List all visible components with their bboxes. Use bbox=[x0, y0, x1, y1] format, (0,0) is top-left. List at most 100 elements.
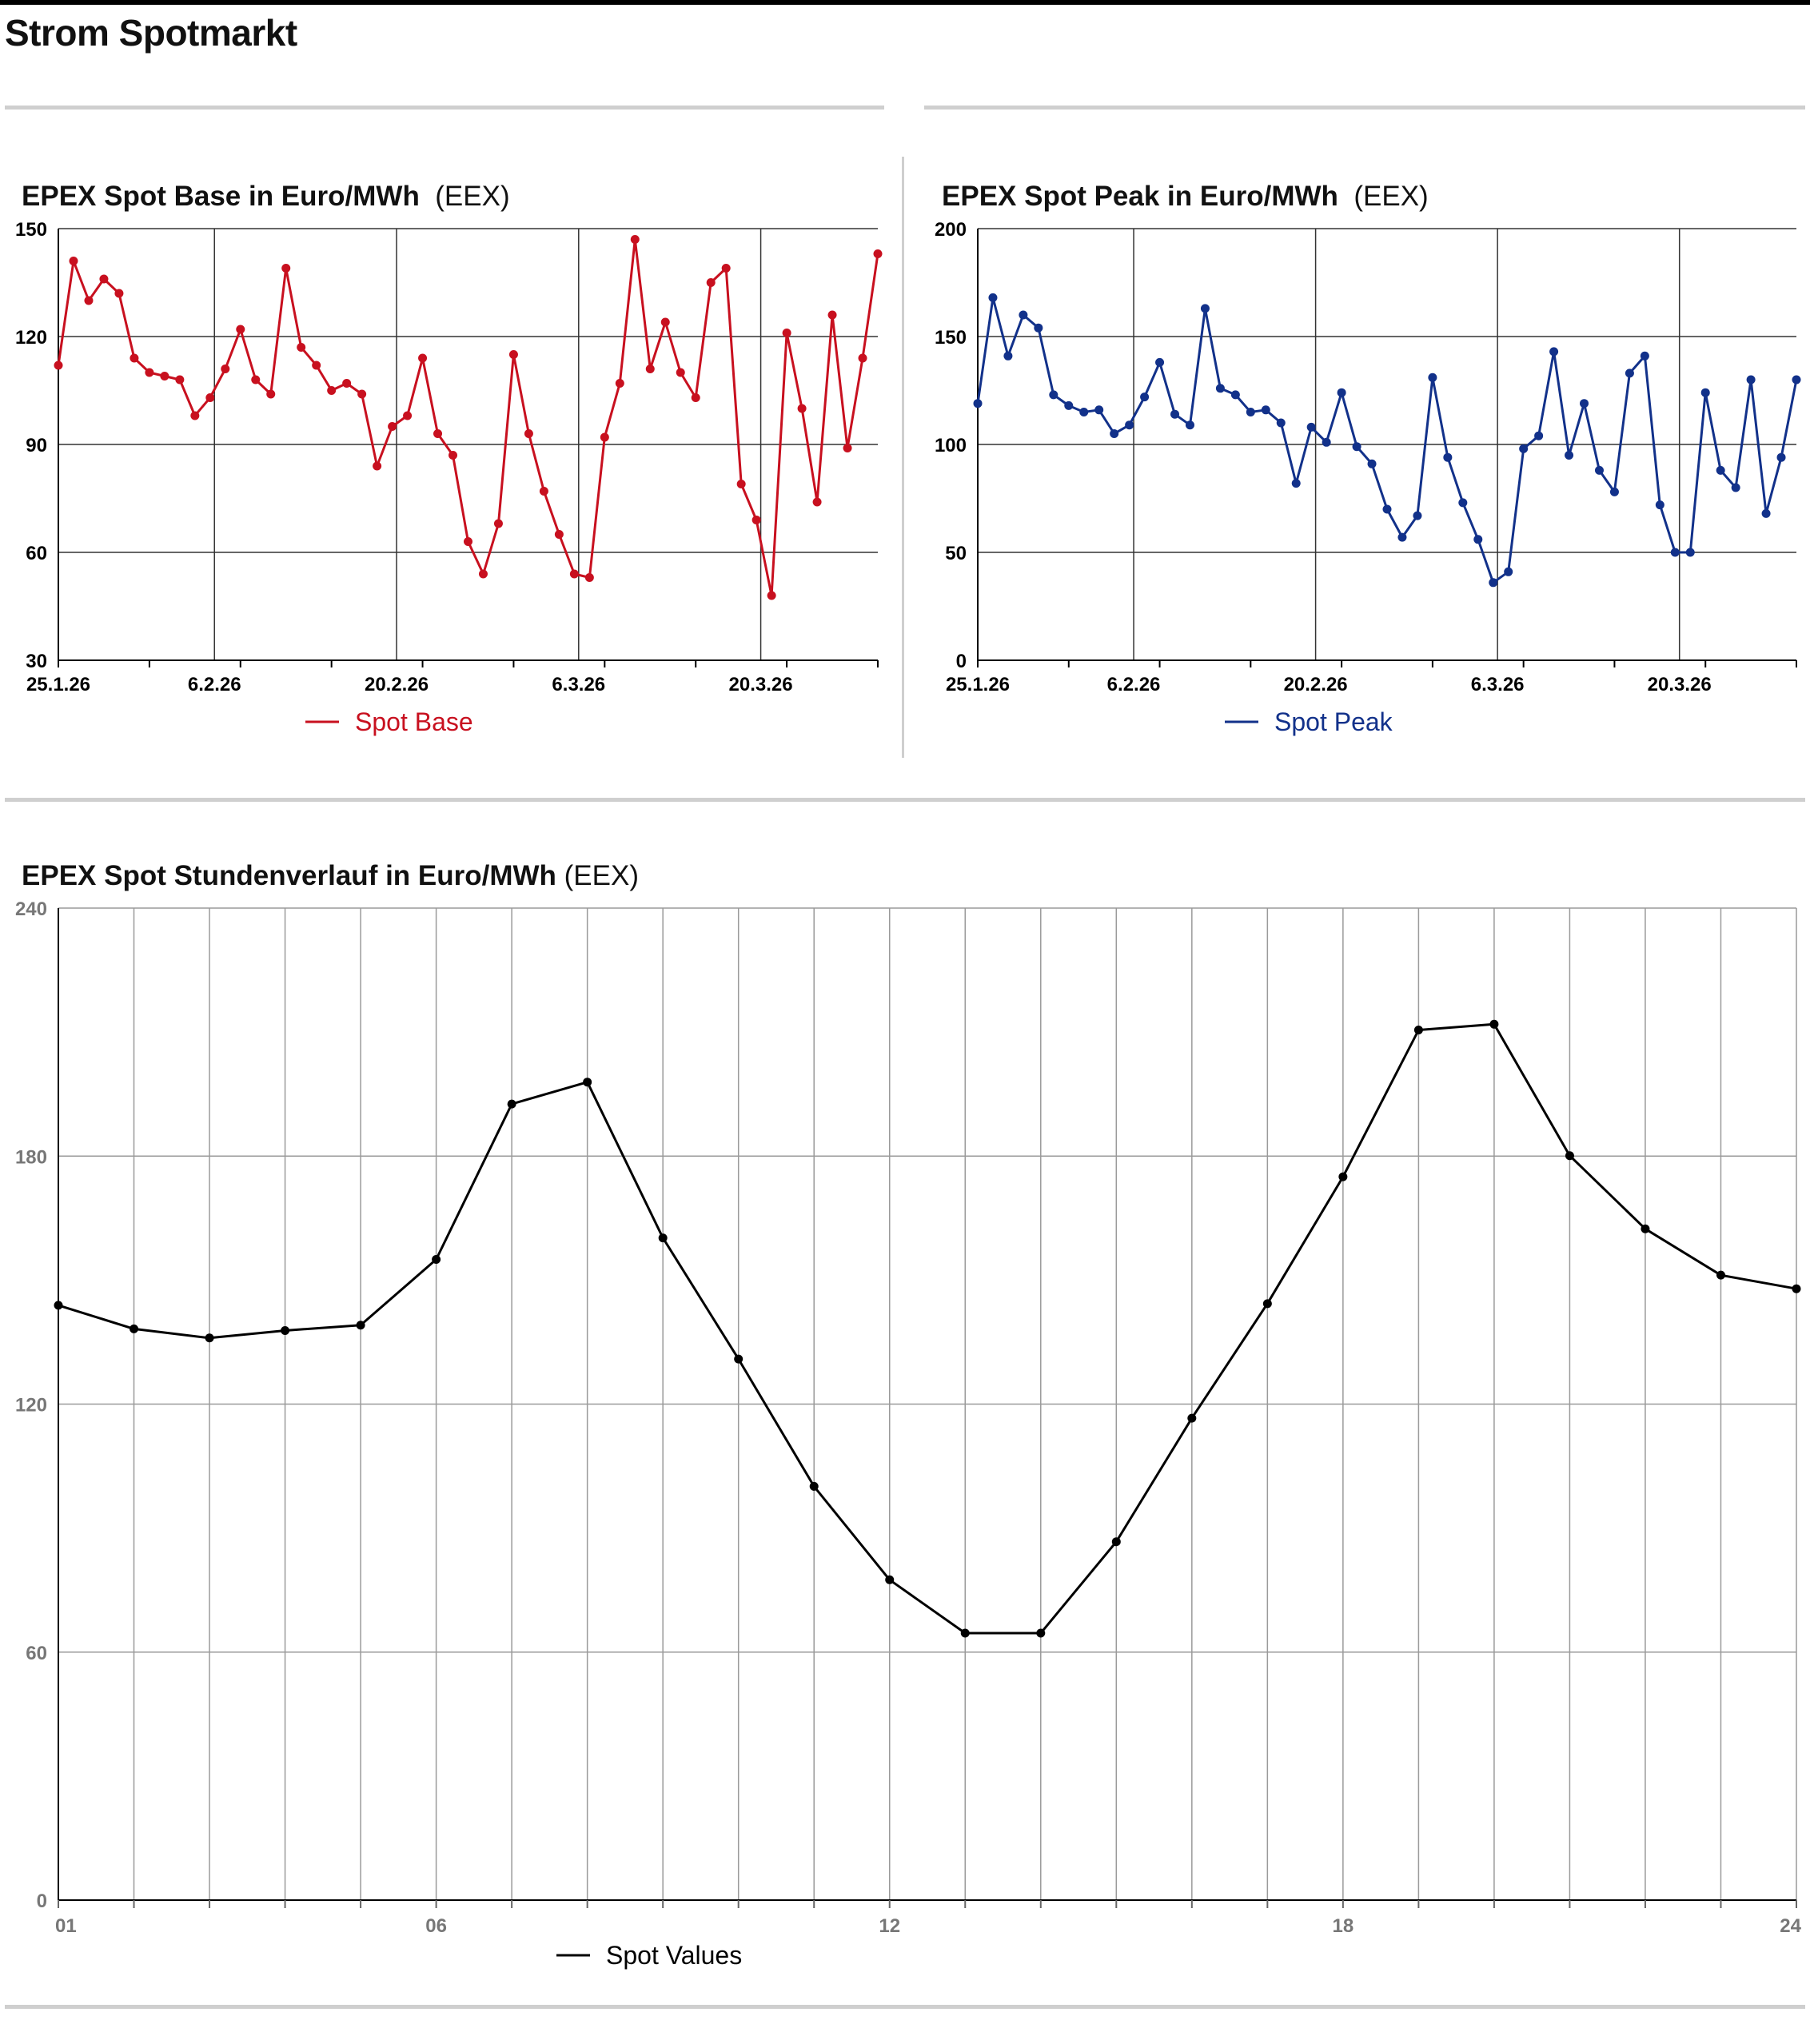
data-point bbox=[1413, 511, 1422, 520]
x-tick-label: 20.3.26 bbox=[729, 674, 793, 695]
data-point bbox=[1670, 548, 1680, 557]
data-point bbox=[1397, 532, 1407, 542]
data-point bbox=[356, 1321, 365, 1330]
data-point bbox=[54, 1301, 63, 1310]
data-point bbox=[1306, 422, 1316, 432]
x-tick-label: 06 bbox=[425, 1915, 447, 1937]
y-tick-label: 60 bbox=[26, 543, 47, 564]
data-point bbox=[493, 519, 503, 528]
x-tick-label: 25.1.26 bbox=[946, 674, 1010, 695]
data-point bbox=[1185, 420, 1194, 430]
data-point bbox=[281, 1325, 290, 1335]
x-tick-label: 20.2.26 bbox=[1284, 674, 1348, 695]
chart-title-hourly-text: EPEX Spot Stundenverlauf in Euro/MWh bbox=[22, 860, 556, 891]
data-point bbox=[1291, 479, 1301, 488]
y-tick-label: 120 bbox=[15, 1395, 47, 1416]
data-point bbox=[508, 350, 518, 359]
data-point bbox=[1352, 442, 1361, 452]
data-point bbox=[809, 1481, 819, 1491]
chart-title-peak-text: EPEX Spot Peak in Euro/MWh bbox=[942, 181, 1338, 212]
data-point bbox=[1064, 400, 1074, 410]
data-point bbox=[1761, 508, 1771, 518]
data-point bbox=[752, 516, 761, 524]
y-tick-label: 180 bbox=[15, 1146, 47, 1168]
data-point bbox=[464, 537, 472, 546]
data-point bbox=[827, 310, 837, 320]
divider bbox=[5, 106, 884, 110]
data-point bbox=[858, 353, 867, 363]
data-point bbox=[373, 461, 382, 471]
data-point bbox=[1338, 1172, 1348, 1181]
chart-source-hourly: (EEX) bbox=[564, 860, 640, 891]
data-point bbox=[449, 451, 458, 460]
data-point bbox=[782, 329, 791, 337]
data-point bbox=[236, 325, 245, 334]
data-point bbox=[1473, 535, 1483, 544]
data-point bbox=[145, 368, 154, 377]
data-point bbox=[539, 487, 548, 496]
data-point bbox=[1716, 1270, 1725, 1280]
data-point bbox=[583, 1078, 592, 1087]
top-rule bbox=[0, 0, 1810, 5]
data-point bbox=[69, 257, 78, 265]
y-tick-label: 150 bbox=[15, 219, 47, 241]
data-point bbox=[1776, 452, 1786, 462]
x-tick-label: 6.3.26 bbox=[552, 674, 605, 695]
data-point bbox=[205, 1333, 214, 1343]
chart-title-peak: EPEX Spot Peak in Euro/MWh (EEX) bbox=[942, 181, 1429, 213]
data-point bbox=[736, 480, 746, 488]
data-point bbox=[1489, 1019, 1499, 1029]
data-point bbox=[1036, 1628, 1046, 1638]
data-point bbox=[960, 1628, 970, 1638]
chart-hourly: 0 60 120 180 240 01 06 12 18 24 Spot Values bbox=[15, 898, 1802, 1970]
x-tick-label: 6.3.26 bbox=[1471, 674, 1525, 695]
data-point bbox=[584, 573, 594, 582]
data-point bbox=[507, 1099, 516, 1109]
data-point bbox=[1641, 1224, 1650, 1233]
x-tick-label: 18 bbox=[1333, 1915, 1354, 1937]
data-point bbox=[221, 365, 230, 373]
x-tick-label: 01 bbox=[55, 1915, 77, 1937]
data-point bbox=[1262, 1299, 1272, 1309]
data-point bbox=[1519, 444, 1529, 453]
data-point bbox=[554, 530, 564, 539]
data-point bbox=[1111, 1537, 1121, 1547]
data-point bbox=[1655, 500, 1664, 510]
data-point bbox=[1443, 452, 1453, 462]
data-point bbox=[676, 368, 685, 377]
data-point bbox=[1367, 459, 1377, 468]
data-point bbox=[1565, 1151, 1574, 1161]
data-point bbox=[1170, 409, 1180, 419]
data-point bbox=[130, 353, 139, 363]
x-tick-label: 25.1.26 bbox=[26, 674, 90, 695]
data-point bbox=[1125, 420, 1134, 430]
data-point bbox=[114, 289, 124, 298]
divider bbox=[5, 2005, 1805, 2009]
data-point bbox=[205, 393, 215, 402]
data-point bbox=[1716, 465, 1725, 475]
data-point bbox=[734, 1354, 744, 1364]
data-point bbox=[1110, 429, 1119, 438]
data-point bbox=[973, 399, 983, 408]
divider bbox=[924, 106, 1805, 110]
data-point bbox=[418, 353, 428, 363]
data-point bbox=[388, 422, 397, 431]
data-point bbox=[1049, 390, 1058, 400]
y-tick-label: 50 bbox=[945, 543, 967, 564]
data-point bbox=[658, 1233, 668, 1243]
data-point bbox=[160, 372, 169, 381]
data-point bbox=[615, 379, 624, 388]
data-point bbox=[1458, 498, 1468, 508]
data-point bbox=[433, 429, 443, 438]
data-point bbox=[1200, 304, 1210, 313]
data-point bbox=[1246, 408, 1255, 416]
data-point bbox=[1428, 373, 1437, 382]
data-point bbox=[1337, 388, 1346, 397]
data-point bbox=[312, 361, 321, 370]
series-line bbox=[57, 1022, 1798, 1635]
legend-label: Spot Peak bbox=[1274, 707, 1393, 736]
data-point bbox=[797, 404, 807, 413]
data-point bbox=[1565, 451, 1574, 460]
chart-title-base-text: EPEX Spot Base in Euro/MWh bbox=[22, 181, 420, 212]
data-point bbox=[873, 249, 883, 258]
